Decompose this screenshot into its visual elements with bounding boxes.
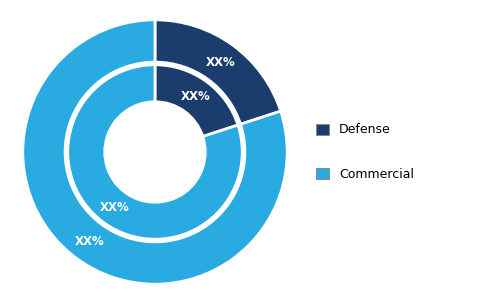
Text: XX%: XX% <box>206 56 235 69</box>
Wedge shape <box>68 65 242 239</box>
Text: XX%: XX% <box>180 90 210 103</box>
Wedge shape <box>155 65 238 136</box>
Wedge shape <box>23 20 287 284</box>
Legend: Defense, Commercial: Defense, Commercial <box>316 123 414 181</box>
Text: XX%: XX% <box>75 235 104 248</box>
Text: XX%: XX% <box>100 201 130 214</box>
Wedge shape <box>155 20 280 124</box>
